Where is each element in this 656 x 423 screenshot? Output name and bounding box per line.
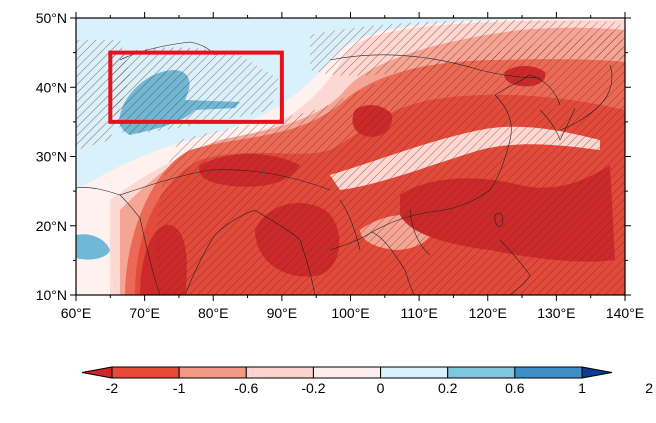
coast-taiwan [494, 212, 504, 227]
coast-japan [559, 64, 613, 131]
coast-philippines [499, 239, 531, 295]
latitude-axis: 10°N 20°N 30°N 40°N 50°N [36, 10, 631, 303]
colorbar-segment [514, 366, 583, 379]
colorbar-low-triangle [81, 366, 113, 379]
colorbar-label: -0.6 [234, 380, 258, 396]
colorbar-label: -1 [173, 380, 186, 396]
coast-bay [254, 209, 316, 295]
highlight-box [108, 50, 284, 124]
colorbar-label: -0.2 [301, 380, 325, 396]
colorbar-segment [447, 366, 516, 379]
hatch-north-china [310, 20, 625, 76]
lon-tick-label: 140°E [606, 305, 644, 321]
longitude-axis: 60°E 70°E 80°E 90°E 100°E 110°E 120°E 130°E 140°… [61, 12, 644, 321]
lat-tick-label: 50°N [36, 10, 67, 26]
coast-indochina [329, 231, 416, 295]
lon-tick-label: 110°E [400, 305, 437, 321]
coast-india [76, 187, 161, 295]
coast-china-south [371, 139, 511, 233]
coastlines [76, 41, 613, 295]
border-himalaya [119, 169, 331, 196]
colorbar-label: 1 [578, 380, 586, 396]
colorbar-label: -2 [106, 380, 119, 396]
colorbar-label: 0 [377, 380, 385, 396]
coast-korea [539, 107, 576, 141]
lon-tick-label: 130°E [537, 305, 575, 321]
colorbar-high-triangle [581, 366, 613, 379]
coast-china-east [494, 74, 561, 141]
lon-tick-label: 80°E [198, 305, 229, 321]
lon-tick-label: 90°E [267, 305, 298, 321]
colorbar-segment [178, 366, 247, 379]
hatch-tibet [156, 30, 625, 295]
lon-tick-label: 120°E [469, 305, 507, 321]
colorbar-label: 0.6 [505, 380, 525, 396]
coast-india-east [184, 209, 256, 295]
lon-tick-label: 60°E [61, 305, 92, 321]
colorbar-segment [111, 366, 180, 379]
lon-tick-label: 100°E [331, 305, 369, 321]
lat-tick-label: 40°N [36, 79, 67, 95]
colorbar-label: 2 [645, 380, 653, 396]
colorbar-label: 0.2 [438, 380, 458, 396]
hatch-northwest-box [108, 47, 280, 135]
colorbar-segment [245, 366, 314, 379]
colorbar: -2 -1 -0.6 -0.2 0 0.2 0.6 1 2 [81, 366, 653, 396]
border-mongolia [329, 54, 541, 79]
lon-tick-label: 70°E [129, 305, 160, 321]
lat-tick-label: 20°N [36, 218, 67, 234]
colorbar-segment [312, 366, 382, 379]
lat-tick-label: 10°N [36, 287, 67, 303]
colorbar-segment [380, 366, 449, 379]
border-yunnan [339, 199, 361, 251]
lat-tick-label: 30°N [36, 149, 67, 165]
anomaly-field [76, 18, 625, 295]
border-sea [409, 209, 431, 256]
field-blue-south [76, 234, 110, 260]
